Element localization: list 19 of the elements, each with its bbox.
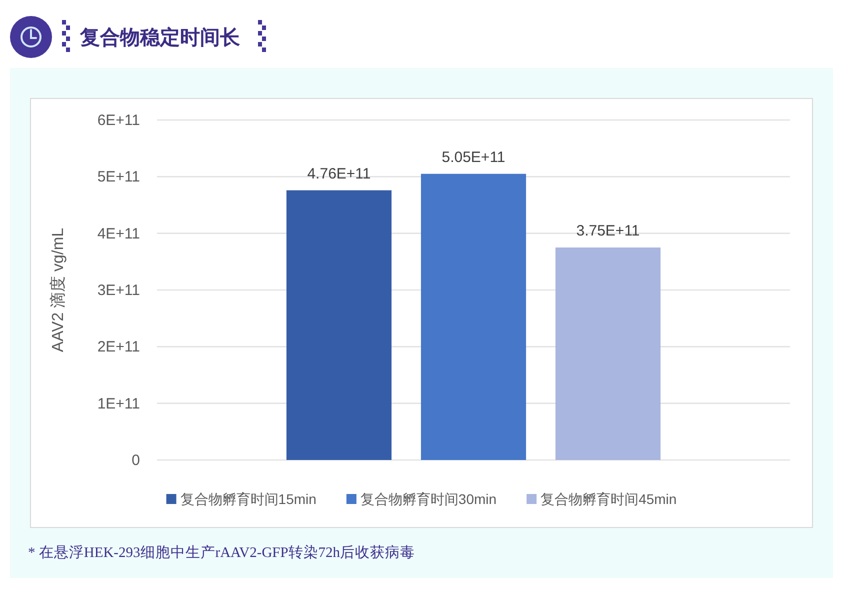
data-label: 5.05E+11 <box>442 148 506 166</box>
y-tick-label: 1E+11 <box>97 394 140 412</box>
y-tick-label: 5E+11 <box>97 168 140 186</box>
bar <box>286 190 392 460</box>
legend-label: 复合物孵育时间15min <box>180 491 316 507</box>
y-tick-label: 3E+11 <box>97 282 140 298</box>
legend-label: 复合物孵育时间45min <box>540 491 677 507</box>
text: * 在悬浮HEK-293细胞中生产rAAV2-GFP转染72h后收获病毒 <box>28 544 416 561</box>
data-label: 4.76E+11 <box>307 165 371 182</box>
bar <box>555 248 661 460</box>
chart-title: 复合物稳定时间长 <box>79 26 241 49</box>
y-tick-label: 6E+11 <box>97 112 140 128</box>
legend-label: 复合物孵育时间30min <box>360 491 497 507</box>
y-tick-label: 2E+11 <box>97 338 140 356</box>
data-label: 3.75E+11 <box>576 222 640 240</box>
y-axis-title: AAV2 滴度 vg/mL <box>48 228 66 352</box>
y-tick-label: 0 <box>132 452 140 468</box>
y-tick-label: 4E+11 <box>97 224 140 242</box>
bar <box>420 174 526 460</box>
